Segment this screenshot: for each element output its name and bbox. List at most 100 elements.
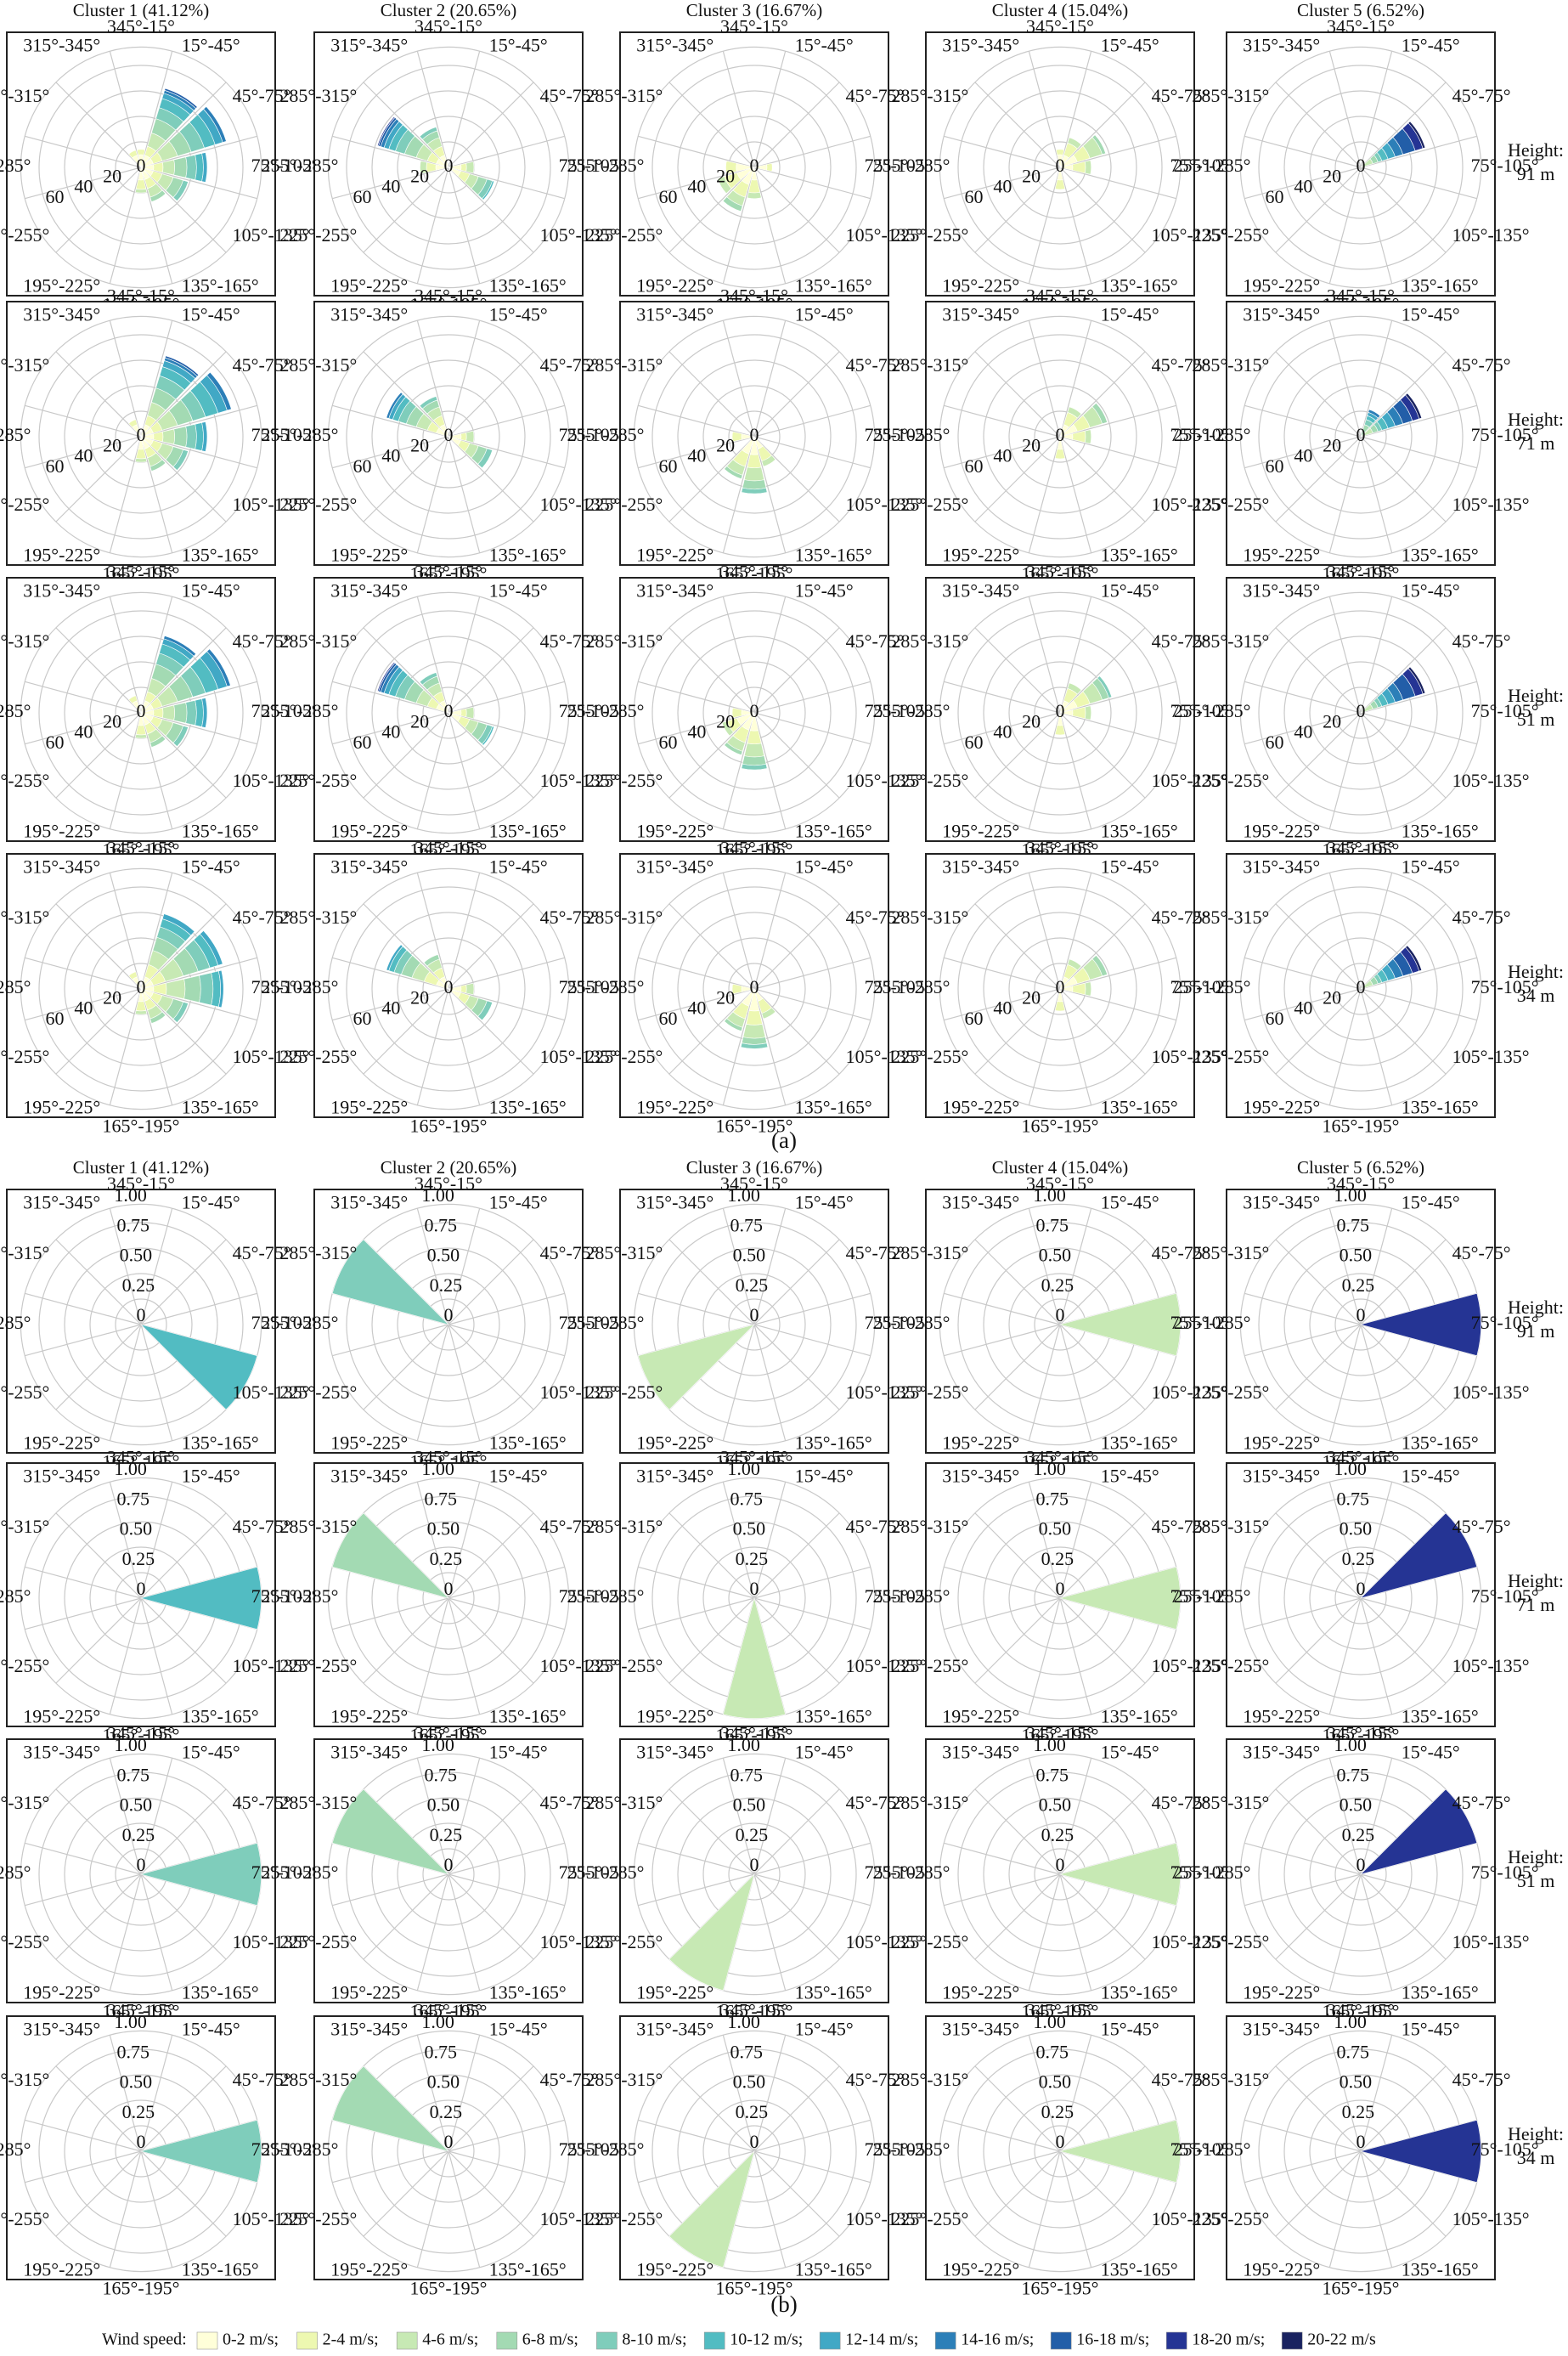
- rose-segment-165°-195°-2-4 m/s: [1054, 179, 1066, 190]
- grid-spoke: [140, 167, 173, 284]
- radial-tick-label: 0.75: [1035, 1764, 1069, 1785]
- direction-label: 315°-345°: [23, 303, 100, 325]
- panel-b-r2-c2: 00.250.500.751.00345°-15°15°-45°45°-75°7…: [261, 1446, 626, 1745]
- grid-spoke: [363, 1873, 449, 1960]
- grid-circle: [1283, 1521, 1438, 1675]
- grid-spoke: [140, 2150, 173, 2268]
- panel-a-r3-c5: 0 20 40 60 345°-15° 15°-45° 45°-75° 75°-105° 105…: [1173, 561, 1538, 860]
- direction-label: 285°-315°: [279, 2069, 357, 2090]
- panel-frame: [619, 2015, 889, 2280]
- direction-label: 75°-105°: [1471, 700, 1539, 721]
- grid-circle-outer: [939, 867, 1182, 1110]
- direction-label: 255°-285°: [872, 155, 950, 176]
- grid-spoke: [944, 2150, 1061, 2184]
- grid-spoke: [1360, 1324, 1393, 1441]
- legend-swatch-1: [296, 2331, 318, 2350]
- grid-spoke: [448, 82, 534, 168]
- grid-circle: [371, 1247, 526, 1402]
- direction-label: 135°-165°: [1402, 2259, 1479, 2280]
- legend-label-0: 0-2 m/s;: [223, 2331, 279, 2349]
- direction-label: 285°-315°: [279, 630, 357, 652]
- direction-label: 315°-345°: [23, 2018, 100, 2039]
- direction-label: 315°-345°: [1243, 579, 1320, 601]
- direction-label: 345°-15°: [1327, 1446, 1395, 1467]
- column-title: Cluster 2 (20.65%): [381, 0, 516, 20]
- panel-a-r3-c2: 0 20 40 60 345°-15° 15°-45° 45°-75° 75°-105° 105…: [261, 561, 626, 860]
- grid-spoke: [1360, 436, 1447, 523]
- direction-label: 255°-285°: [261, 976, 338, 997]
- direction-label: 255°-285°: [0, 1585, 31, 1607]
- rose-segment-345°-15°-2-4 m/s: [1055, 149, 1065, 155]
- direction-label: 225°-255°: [0, 770, 49, 791]
- grid-spoke: [140, 167, 257, 200]
- legend-swatch-2: [396, 2331, 418, 2350]
- grid-spoke: [1328, 596, 1362, 714]
- radial-tick-label: 0.50: [120, 2071, 153, 2093]
- radial-tick-label: 40: [993, 721, 1012, 743]
- rose-segment-315°-345°-8-10 m/s: [419, 396, 438, 410]
- grid-spoke: [1360, 627, 1447, 714]
- grid-circle-outer: [1239, 591, 1482, 834]
- direction-label: 15°-45°: [1101, 2018, 1159, 2039]
- direction-label: 75°-105°: [1471, 976, 1539, 997]
- direction-label: 135°-165°: [489, 2259, 567, 2280]
- radial-tick-label: 60: [46, 455, 65, 477]
- grid-spoke: [448, 1597, 534, 1684]
- grid-circle: [983, 359, 1137, 514]
- rose-segment-285°-315°-12-14 m/s: [386, 944, 403, 971]
- direction-label: 225°-255°: [585, 1655, 663, 1676]
- grid-circle: [677, 1247, 832, 1402]
- legend-swatch-8: [1050, 2331, 1072, 2350]
- dominant-sector-75°-105°: [1058, 1566, 1181, 1630]
- panel-frame: [313, 301, 584, 566]
- grid-spoke: [722, 436, 755, 553]
- radial-tick-label: 0.75: [116, 1764, 149, 1785]
- radial-tick-label: 0: [750, 1304, 759, 1325]
- direction-label: 285°-315°: [279, 907, 357, 928]
- direction-label: 75°-105°: [251, 1312, 319, 1333]
- grid-spoke: [1328, 51, 1362, 168]
- radial-tick-label: 1.00: [1033, 1184, 1066, 1206]
- grid-spoke: [416, 51, 449, 168]
- direction-label: 315°-345°: [636, 303, 713, 325]
- panel-frame: [313, 1462, 584, 1727]
- radial-tick-label: 1.00: [1334, 1458, 1367, 1479]
- direction-label: 75°-105°: [251, 424, 319, 445]
- direction-label: 45°-75°: [846, 2069, 905, 2090]
- grid-spoke: [1028, 873, 1061, 990]
- grid-spoke: [722, 596, 755, 714]
- grid-spoke: [140, 1482, 173, 1599]
- grid-spoke: [448, 1566, 565, 1599]
- direction-label: 285°-315°: [891, 1242, 968, 1263]
- direction-label: 105°-135°: [540, 494, 618, 515]
- rose-segment-105°-135°-10-12 m/s: [195, 422, 204, 451]
- grid-spoke: [140, 1873, 227, 1960]
- grid-spoke: [140, 82, 227, 168]
- rose-segment-165°-195°-2-4 m/s: [746, 1009, 763, 1025]
- grid-spoke: [25, 712, 142, 745]
- radial-tick-label: 0: [1356, 2131, 1366, 2152]
- rose-segment-255°-285°-2-4 m/s: [731, 707, 742, 719]
- grid-spoke: [140, 712, 257, 745]
- rose-segment-105°-135°-6-8 m/s: [173, 702, 188, 724]
- rose-segment-105°-135°-6-8 m/s: [173, 156, 188, 178]
- legend-swatch-5: [703, 2331, 725, 2350]
- direction-label: 45°-75°: [540, 2069, 599, 2090]
- direction-label: 15°-45°: [1101, 34, 1159, 55]
- direction-label: 45°-75°: [846, 630, 905, 652]
- height-value: 34 m: [1517, 985, 1555, 1006]
- grid-spoke: [638, 988, 755, 1021]
- grid-spoke: [363, 82, 449, 168]
- panel-frame: [1226, 853, 1496, 1118]
- direction-label: 15°-45°: [182, 34, 240, 55]
- grid-spoke: [25, 988, 142, 1021]
- radial-tick-label: 0.50: [1039, 1794, 1072, 1816]
- panel-a-r4-c4: 0204060345°-15°15°-45°45°-75°75°-105°105…: [872, 837, 1238, 1136]
- radial-tick-label: 0: [750, 2131, 759, 2152]
- direction-label: 15°-45°: [1101, 1741, 1159, 1762]
- direction-label: 255°-285°: [872, 976, 950, 997]
- grid-spoke: [722, 1758, 755, 1875]
- rose-segment-75°-105°-14-16 m/s: [206, 371, 232, 411]
- rose-segment-45°-75°-16-18 m/s: [164, 88, 198, 110]
- grid-circle: [422, 2125, 475, 2178]
